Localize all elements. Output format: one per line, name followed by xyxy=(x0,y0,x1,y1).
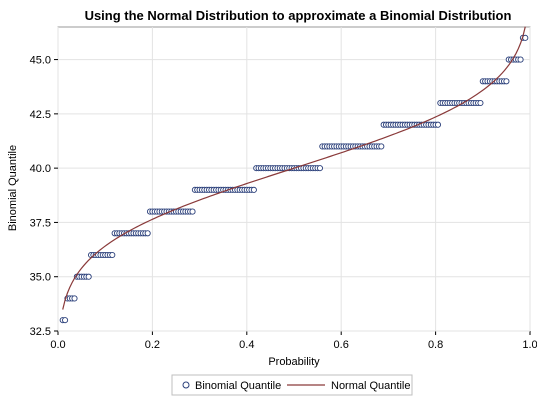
plot-frame xyxy=(57,26,531,332)
y-tick-label: 42.5 xyxy=(30,109,51,121)
binomial-point xyxy=(434,121,442,128)
x-tick-label: 0.0 xyxy=(50,339,65,351)
legend-label-normal: Normal Quantile xyxy=(331,380,410,392)
normal-quantile-line xyxy=(62,26,526,310)
binomial-point xyxy=(378,143,385,150)
x-axis-label: Probability xyxy=(268,356,320,368)
y-tick-label: 45.0 xyxy=(30,55,51,67)
binomial-point xyxy=(71,295,78,302)
x-tick-label: 1.0 xyxy=(522,339,537,351)
binomial-point xyxy=(62,317,69,324)
legend: Binomial Quantile Normal Quantile xyxy=(171,374,413,396)
y-axis-label: Binomial Quantile xyxy=(7,145,19,231)
binomial-point xyxy=(189,208,196,215)
x-tick-label: 0.8 xyxy=(428,339,443,351)
legend-marker-binomial xyxy=(182,381,190,389)
x-tick-label: 0.6 xyxy=(334,339,349,351)
y-tick-label: 35.0 xyxy=(30,272,51,284)
binomial-point xyxy=(109,251,116,259)
binomial-point xyxy=(85,273,92,280)
binomial-point xyxy=(250,186,257,193)
binomial-point xyxy=(477,99,484,107)
x-tick-label: 0.2 xyxy=(145,339,160,351)
binomial-point xyxy=(503,78,510,85)
legend-label-binomial: Binomial Quantile xyxy=(195,380,281,392)
binomial-point xyxy=(144,230,151,237)
chart-title: Using the Normal Distribution to approxi… xyxy=(85,8,512,23)
y-tick-label: 32.5 xyxy=(30,326,51,338)
y-tick-label: 40.0 xyxy=(30,163,51,175)
y-tick-label: 37.5 xyxy=(30,217,51,229)
binomial-point xyxy=(316,165,324,172)
binomial-point xyxy=(517,56,524,63)
plot-area: 0.0 0.2 0.4 0.6 0.8 1.0 32.5 35.0 37.5 40.0 42.5 45… xyxy=(30,26,537,351)
x-tick-label: 0.4 xyxy=(239,339,254,351)
